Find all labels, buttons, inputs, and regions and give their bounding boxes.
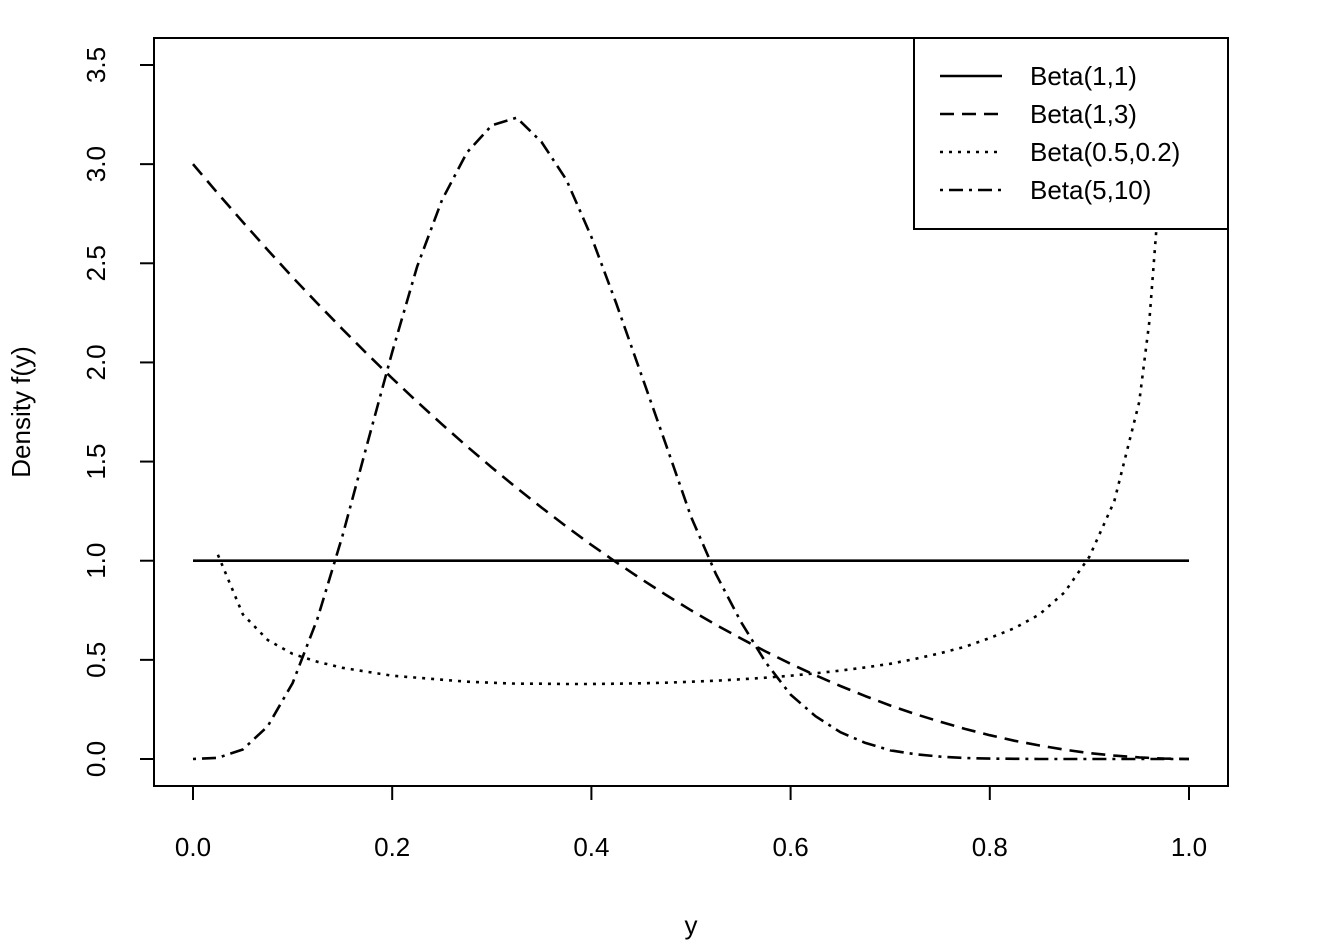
x-tick-label: 0.0 <box>175 832 211 862</box>
series-line-beta-0-5-0-2 <box>216 193 1161 686</box>
x-axis-title: y <box>685 910 698 940</box>
x-tick-label: 0.8 <box>972 832 1008 862</box>
x-tick-label: 0.2 <box>374 832 410 862</box>
legend-label: Beta(1,3) <box>1030 99 1137 129</box>
legend-label: Beta(0.5,0.2) <box>1030 137 1180 167</box>
series-lines <box>192 116 1190 761</box>
y-tick-label: 1.5 <box>81 443 111 479</box>
y-tick-label: 0.5 <box>81 642 111 678</box>
x-axis: 0.0 0.2 0.4 0.6 0.8 1.0 <box>175 785 1207 862</box>
series-line-beta-1-3 <box>192 163 1190 761</box>
y-tick-label: 2.5 <box>81 245 111 281</box>
x-tick-label: 0.6 <box>773 832 809 862</box>
x-tick-label: 1.0 <box>1171 832 1207 862</box>
y-tick-label: 3.0 <box>81 146 111 182</box>
legend-label: Beta(5,10) <box>1030 175 1151 205</box>
y-tick-label: 2.0 <box>81 344 111 380</box>
y-tick-label: 3.5 <box>81 47 111 83</box>
y-axis: 0.0 0.5 1.0 1.5 2.0 2.5 3.0 3.5 <box>81 47 155 777</box>
legend-label: Beta(1,1) <box>1030 61 1137 91</box>
y-tick-label: 1.0 <box>81 543 111 579</box>
legend-box <box>913 37 1229 230</box>
legend: Beta(1,1) Beta(1,3) Beta(0.5,0.2) Beta(5,10… <box>913 37 1229 230</box>
y-axis-title: Density f(y) <box>6 346 36 477</box>
x-tick-label: 0.4 <box>573 832 609 862</box>
y-tick-label: 0.0 <box>81 741 111 777</box>
